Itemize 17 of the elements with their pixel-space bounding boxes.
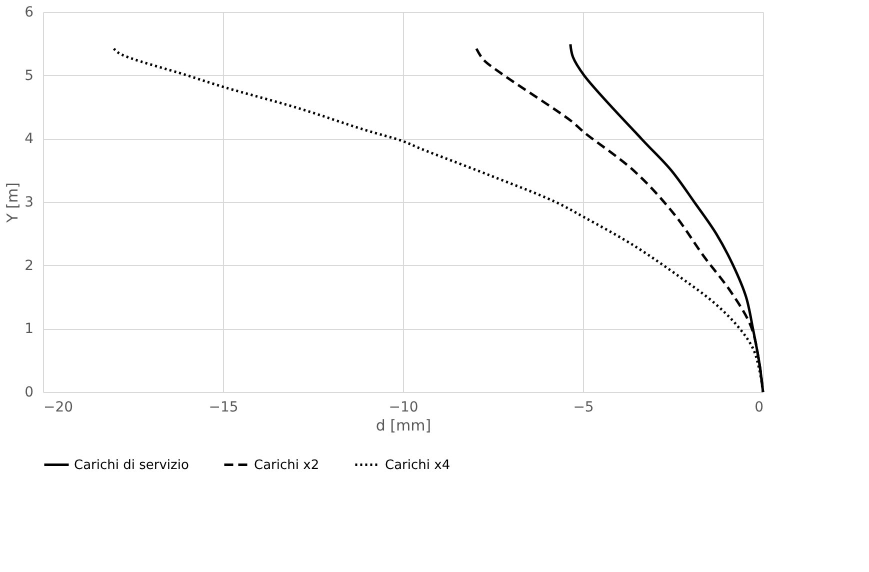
x-tick-label: −20 — [44, 400, 74, 416]
legend-label: Carichi di servizio — [74, 458, 189, 473]
x-tick-label: −10 — [388, 400, 418, 416]
y-tick-label: 0 — [24, 384, 34, 400]
legend-label: Carichi x4 — [385, 458, 450, 473]
y-tick-label: 2 — [24, 258, 34, 274]
y-tick-label: 1 — [24, 321, 34, 338]
y-tick-label: 6 — [24, 4, 34, 20]
y-tick-label: 4 — [24, 131, 34, 148]
y-tick-label: 5 — [24, 68, 34, 84]
x-tick-label: −15 — [208, 400, 238, 416]
x-tick-label: −5 — [573, 400, 594, 416]
legend-label: Carichi x2 — [254, 458, 320, 473]
x-tick-label: 0 — [754, 400, 764, 416]
x-axis-title: d [mm] — [376, 416, 432, 434]
y-tick-label: 3 — [24, 194, 34, 210]
y-axis-title: Y [m] — [4, 182, 22, 224]
